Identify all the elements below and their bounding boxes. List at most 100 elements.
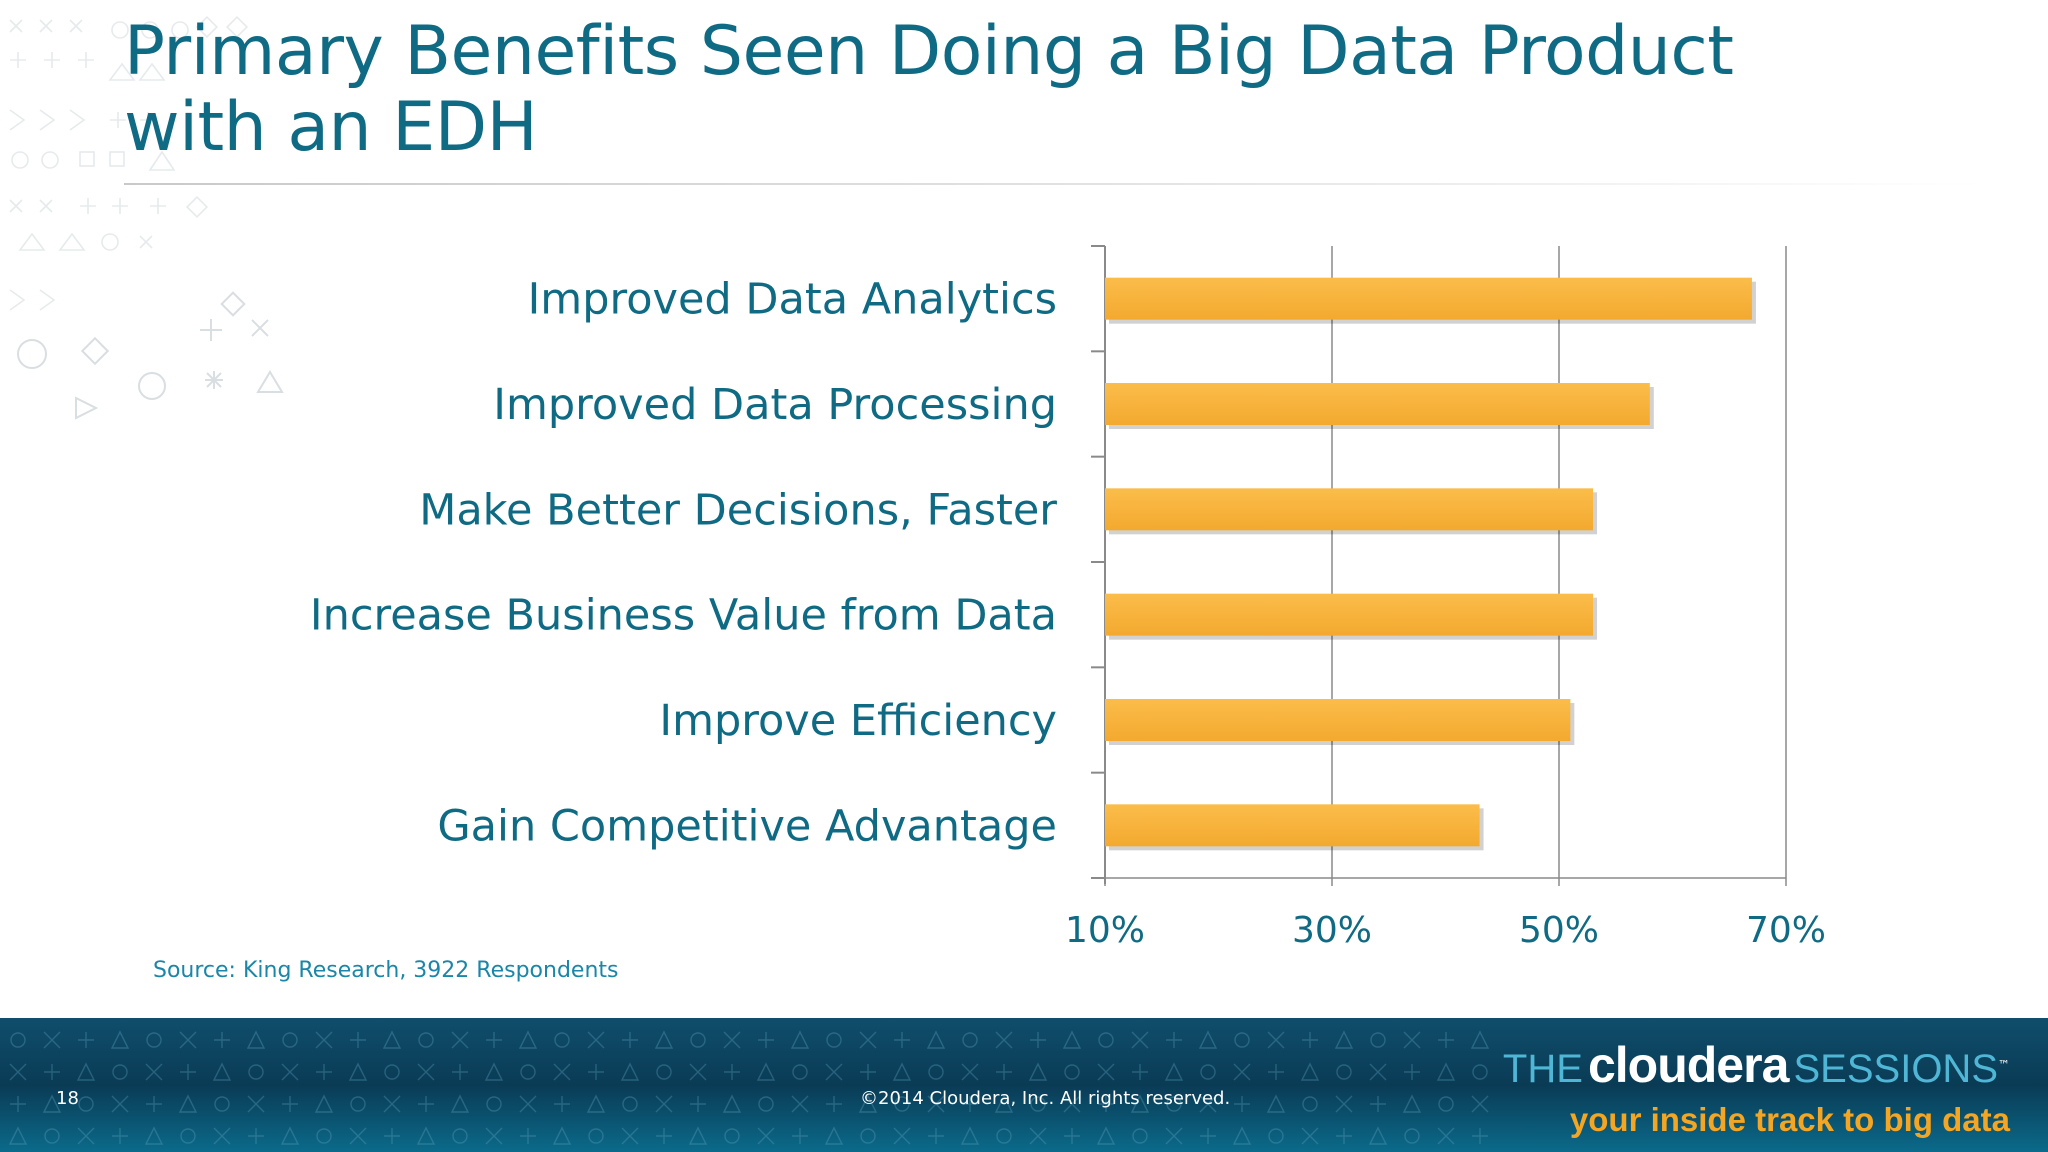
footer-pattern-glyph <box>382 1030 402 1049</box>
footer-pattern-glyph <box>722 1094 742 1113</box>
footer-pattern-glyph <box>111 1095 129 1113</box>
footer-pattern-glyph <box>486 1096 502 1112</box>
footer-pattern-glyph <box>588 1128 604 1144</box>
footer-pattern-glyph <box>757 1127 775 1145</box>
footer-pattern-glyph <box>1300 1062 1320 1081</box>
bar-improved-data-analytics <box>1105 277 1752 320</box>
footer-pattern-glyph <box>1266 1094 1286 1113</box>
footer-pattern-glyph <box>961 1063 979 1081</box>
footer-pattern-glyph <box>1234 1032 1250 1048</box>
footer-pattern-glyph <box>688 1126 708 1145</box>
footer-pattern-glyph <box>214 1032 230 1048</box>
footer-pattern <box>8 1030 1490 1145</box>
footer-pattern-glyph <box>1302 1096 1318 1112</box>
footer-pattern-glyph <box>10 1096 26 1112</box>
footer-pattern-glyph <box>248 1128 264 1144</box>
source-note: Source: King Research, 3922 Respondents <box>153 958 619 983</box>
footer-pattern-glyph <box>1131 1031 1149 1049</box>
footer-pattern-glyph <box>690 1096 706 1112</box>
footer-pattern-glyph <box>316 1064 332 1080</box>
category-label: Improved Data Processing <box>493 380 1057 430</box>
footer-pattern-glyph <box>926 1030 946 1049</box>
footer-pattern-glyph <box>1404 1064 1420 1080</box>
footer-pattern-glyph <box>1267 1031 1285 1049</box>
footer-pattern-glyph <box>281 1063 299 1081</box>
footer-pattern-glyph <box>1233 1063 1251 1081</box>
footer-pattern-glyph <box>1198 1030 1218 1049</box>
footer-pattern-glyph <box>519 1095 537 1113</box>
footer-pattern-glyph <box>179 1031 197 1049</box>
footer-pattern-glyph <box>1438 1032 1454 1048</box>
footer-pattern-glyph <box>1370 1032 1386 1048</box>
footer-pattern-glyph <box>928 1128 944 1144</box>
copyright-text: ©2014 Cloudera, Inc. All rights reserved… <box>860 1088 1231 1109</box>
footer-pattern-glyph <box>213 1127 231 1145</box>
footer-pattern-glyph <box>1438 1096 1454 1112</box>
footer-pattern-glyph <box>1166 1096 1182 1112</box>
footer-pattern-glyph <box>1097 1063 1115 1081</box>
footer-pattern-glyph <box>1132 1064 1148 1080</box>
footer-pattern-glyph <box>315 1031 333 1049</box>
footer-pattern-glyph <box>1268 1064 1284 1080</box>
footer-pattern-glyph <box>146 1032 162 1048</box>
footer-pattern-glyph <box>1098 1096 1114 1112</box>
footer-pattern-glyph <box>78 1032 94 1048</box>
category-label: Improved Data Analytics <box>528 275 1057 325</box>
footer-pattern-glyph <box>1370 1096 1386 1112</box>
footer-pattern-glyph <box>860 1128 876 1144</box>
footer-band: 18 ©2014 Cloudera, Inc. All rights reser… <box>0 1018 2048 1152</box>
footer-pattern-glyph <box>995 1031 1013 1049</box>
footer-pattern-glyph <box>791 1095 809 1113</box>
footer-pattern-glyph <box>1404 1128 1420 1144</box>
logo-cloudera: cloudera <box>1587 1037 1789 1093</box>
footer-pattern-glyph <box>44 1064 60 1080</box>
footer-pattern-glyph <box>1436 1062 1456 1081</box>
footer-pattern-glyph <box>586 1094 606 1113</box>
footer-pattern-glyph <box>418 1032 434 1048</box>
footer-pattern-glyph <box>960 1126 980 1145</box>
footer-pattern-glyph <box>655 1095 673 1113</box>
logo-tagline: your inside track to big data <box>1569 1101 2010 1138</box>
footer-pattern-glyph <box>350 1096 366 1112</box>
y-axis <box>1091 245 1787 886</box>
footer-pattern-glyph <box>689 1063 707 1081</box>
footer-pattern-glyph <box>860 1064 876 1080</box>
footer-pattern-glyph <box>894 1096 910 1112</box>
footer-pattern-glyph <box>826 1032 842 1048</box>
footer-pattern-glyph <box>1368 1126 1388 1145</box>
footer-pattern-glyph <box>552 1126 572 1145</box>
logo-trademark: ™ <box>1998 1058 2010 1072</box>
footer-pattern-glyph <box>1064 1128 1080 1144</box>
bars <box>1105 277 1756 851</box>
logo-the: THE <box>1502 1047 1583 1091</box>
footer-pattern-glyph <box>1098 1032 1114 1048</box>
footer-pattern-glyph <box>316 1128 332 1144</box>
footer-pattern-glyph <box>282 1032 298 1048</box>
footer-pattern-glyph <box>314 1094 334 1113</box>
title-divider <box>124 183 1984 185</box>
footer-pattern-glyph <box>994 1094 1014 1113</box>
footer-pattern-glyph <box>280 1126 300 1145</box>
footer-pattern-glyph <box>1402 1094 1422 1113</box>
footer-pattern-glyph <box>43 1031 61 1049</box>
bar-improved-data-processing <box>1105 383 1650 425</box>
cloudera-sessions-logo: THE cloudera SESSIONS™ your inside track… <box>1503 1040 2010 1138</box>
bar-improve-efficiency <box>1105 699 1571 741</box>
footer-pattern-glyph <box>825 1063 843 1081</box>
footer-pattern-glyph <box>350 1032 366 1048</box>
footer-pattern-glyph <box>1437 1127 1455 1145</box>
bar-increase-business-value-from-data <box>1105 593 1594 636</box>
footer-pattern-glyph <box>384 1064 400 1080</box>
footer-pattern-glyph <box>894 1032 910 1048</box>
footer-pattern-glyph <box>246 1030 266 1049</box>
footer-pattern-glyph <box>1062 1030 1082 1049</box>
footer-pattern-glyph <box>1029 1127 1047 1145</box>
footer-pattern-glyph <box>1030 1032 1046 1048</box>
footer-pattern-glyph <box>42 1094 62 1113</box>
footer-pattern-glyph <box>417 1063 435 1081</box>
footer-pattern-glyph <box>212 1062 232 1081</box>
footer-pattern-glyph <box>621 1127 639 1145</box>
footer-pattern-glyph <box>790 1030 810 1049</box>
footer-pattern-glyph <box>485 1127 503 1145</box>
footer-pattern-glyph <box>1403 1031 1421 1049</box>
